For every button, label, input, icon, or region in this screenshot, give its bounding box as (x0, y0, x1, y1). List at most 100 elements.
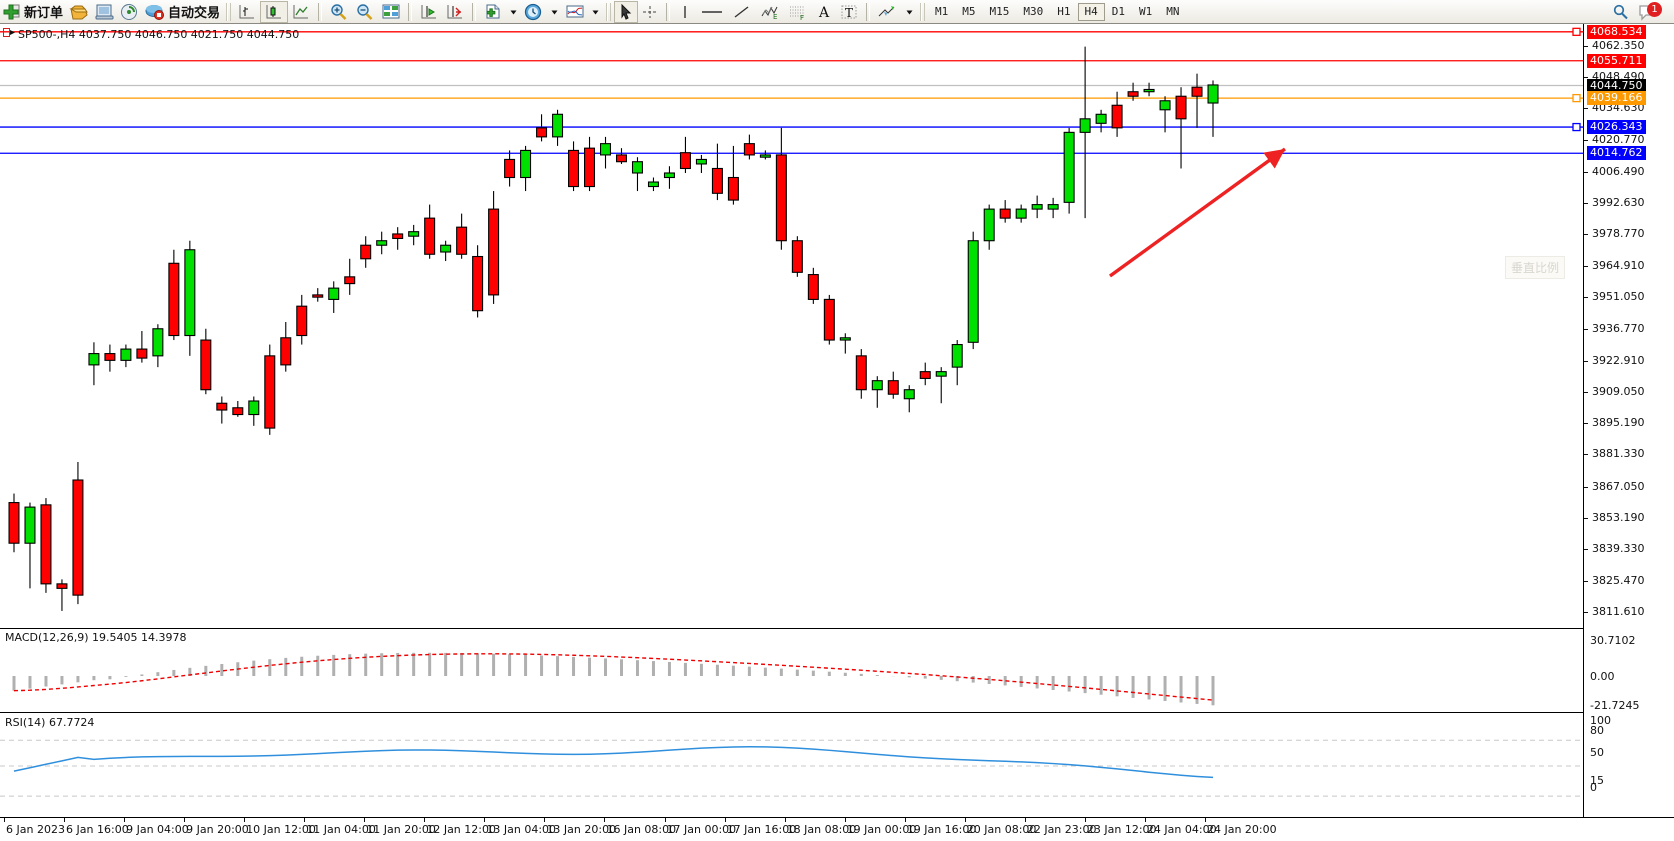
up-trend-arrow[interactable] (1109, 147, 1286, 278)
candle-body[interactable] (935, 371, 947, 377)
navigator-button[interactable] (117, 1, 142, 23)
price-level-label-last[interactable]: 4044.750 (1587, 78, 1646, 93)
vertical-line-button[interactable] (674, 1, 696, 23)
text-button[interactable]: A (812, 1, 836, 23)
candle-body[interactable] (775, 154, 787, 242)
macd-pane[interactable] (0, 629, 1583, 712)
candle-body[interactable] (1191, 86, 1203, 97)
candle-body[interactable] (184, 249, 196, 337)
candle-body[interactable] (104, 353, 116, 361)
timeframe-d1[interactable]: D1 (1111, 4, 1126, 18)
candle-body[interactable] (743, 143, 755, 156)
folder-button[interactable] (66, 1, 92, 23)
candle-body[interactable] (24, 506, 36, 544)
candle-body[interactable] (136, 348, 148, 359)
new-order-button[interactable]: 新订单 (0, 1, 66, 23)
market-watch-button[interactable] (92, 1, 117, 23)
period-dropdown[interactable] (547, 1, 562, 23)
data-window-button[interactable] (378, 1, 404, 23)
candle-body[interactable] (887, 380, 899, 395)
zoom-out-button[interactable] (352, 1, 378, 23)
candle-body[interactable] (88, 353, 100, 366)
candle-body[interactable] (1143, 88, 1155, 93)
fibonacci-button[interactable]: F (784, 1, 812, 23)
candle-body[interactable] (312, 294, 324, 298)
candle-body[interactable] (328, 287, 340, 300)
candle-body[interactable] (727, 176, 739, 201)
candle-body[interactable] (1207, 84, 1219, 104)
toolbar-grip-3[interactable] (920, 2, 926, 21)
objects-button[interactable] (874, 1, 902, 23)
candle-body[interactable] (440, 244, 452, 253)
price-level-label-order[interactable]: 4039.166 (1587, 91, 1646, 106)
candle-body[interactable] (663, 172, 675, 179)
candle-body[interactable] (360, 244, 372, 260)
candle-body[interactable] (568, 149, 580, 188)
candle-body[interactable] (552, 113, 564, 138)
candle-body[interactable] (344, 276, 356, 285)
candle-body[interactable] (999, 208, 1011, 219)
horizontal-line-button[interactable] (696, 1, 728, 23)
candle-body[interactable] (855, 355, 867, 391)
price-level-label-bid[interactable]: 4026.343 (1587, 120, 1646, 135)
candle-body[interactable] (72, 479, 84, 596)
notification-button[interactable]: 1 (1634, 1, 1662, 23)
candle-body[interactable] (488, 208, 500, 296)
candle-body[interactable] (967, 240, 979, 343)
price-scale[interactable]: 4062.350 4048.490 4034.630 4020.770 4006.490… (1583, 24, 1674, 817)
price-level-label-level[interactable]: 4055.711 (1587, 53, 1646, 68)
candle-body[interactable] (408, 231, 420, 237)
bar-chart-button[interactable] (234, 1, 260, 23)
candle-body[interactable] (823, 298, 835, 341)
chart-area[interactable]: SP500-,H4 4037.750 4046.750 4021.750 404… (0, 24, 1674, 841)
candle-body[interactable] (1063, 131, 1075, 203)
autotrade-button[interactable]: 自动交易 (142, 1, 223, 23)
new-chart-dropdown[interactable] (506, 1, 521, 23)
candle-body[interactable] (1047, 204, 1059, 210)
candle-body[interactable] (232, 407, 244, 416)
candle-body[interactable] (807, 274, 819, 300)
candle-body[interactable] (1159, 100, 1171, 111)
candle-body[interactable] (168, 262, 180, 337)
candle-body[interactable] (120, 348, 132, 361)
candle-body[interactable] (647, 181, 659, 188)
candle-body[interactable] (1175, 95, 1187, 120)
timeframe-m1[interactable]: M1 (935, 4, 949, 18)
candle-body[interactable] (1111, 104, 1123, 129)
candle-body[interactable] (631, 161, 643, 174)
template-dropdown[interactable] (588, 1, 603, 23)
candle-body[interactable] (1015, 208, 1027, 219)
rsi-pane[interactable] (0, 713, 1583, 817)
candle-body[interactable] (376, 240, 388, 246)
template-button[interactable] (562, 1, 588, 23)
candle-body[interactable] (695, 158, 707, 165)
candle-body[interactable] (200, 339, 212, 391)
toolbar-grip[interactable] (226, 2, 232, 21)
price-pane[interactable] (0, 24, 1583, 629)
line-chart-button[interactable] (288, 1, 314, 23)
timeframe-h4[interactable]: H4 (1077, 2, 1105, 21)
period-button[interactable] (521, 1, 547, 23)
candle-body[interactable] (392, 233, 404, 240)
new-chart-button[interactable] (480, 1, 506, 23)
candle-body[interactable] (424, 217, 436, 255)
timeframe-m15[interactable]: M15 (989, 4, 1010, 18)
candle-body[interactable] (759, 154, 771, 158)
candle-body[interactable] (264, 355, 276, 429)
candle-body[interactable] (248, 400, 260, 416)
price-level-handle[interactable] (1572, 93, 1581, 103)
toolbar-grip-2[interactable] (606, 2, 612, 21)
text-label-button[interactable]: T (836, 1, 862, 23)
candle-body[interactable] (40, 504, 52, 585)
price-level-handle[interactable] (1572, 122, 1581, 132)
candle-body[interactable] (1079, 118, 1091, 133)
candle-body[interactable] (1031, 204, 1043, 210)
timeframe-w1[interactable]: W1 (1139, 4, 1153, 18)
candle-body[interactable] (1127, 91, 1139, 97)
crosshair-button[interactable] (638, 1, 662, 23)
candle-body[interactable] (983, 208, 995, 242)
price-level-label-ask[interactable]: 4068.534 (1587, 24, 1646, 39)
candle-chart-button[interactable] (260, 0, 289, 23)
candle-body[interactable] (951, 344, 963, 368)
timeframe-mn[interactable]: MN (1166, 4, 1180, 18)
